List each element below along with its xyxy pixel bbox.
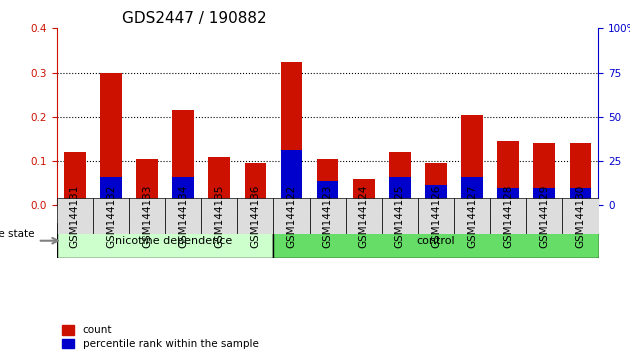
Bar	[280, 62, 302, 205]
FancyBboxPatch shape	[57, 223, 273, 258]
Bar	[534, 188, 555, 205]
Legend: count, percentile rank within the sample: count, percentile rank within the sample	[62, 325, 259, 349]
Bar	[425, 163, 447, 205]
Bar	[389, 177, 411, 205]
Bar	[353, 179, 375, 205]
Bar	[209, 156, 230, 205]
FancyBboxPatch shape	[93, 198, 129, 234]
Bar	[64, 152, 86, 205]
Text: GSM144122: GSM144122	[287, 184, 297, 248]
FancyBboxPatch shape	[526, 198, 563, 234]
Text: GSM144133: GSM144133	[142, 184, 152, 248]
FancyBboxPatch shape	[454, 198, 490, 234]
FancyBboxPatch shape	[309, 198, 346, 234]
Bar	[317, 159, 338, 205]
FancyBboxPatch shape	[563, 198, 598, 234]
Text: GSM144123: GSM144123	[323, 184, 333, 248]
Bar	[389, 152, 411, 205]
Text: GSM144131: GSM144131	[70, 184, 80, 248]
FancyBboxPatch shape	[165, 198, 201, 234]
Text: GSM144129: GSM144129	[539, 184, 549, 248]
FancyBboxPatch shape	[490, 198, 526, 234]
Bar	[100, 73, 122, 205]
Bar	[497, 188, 519, 205]
Text: GSM144132: GSM144132	[106, 184, 116, 248]
Bar	[497, 141, 519, 205]
Bar	[353, 199, 375, 205]
Text: GSM144125: GSM144125	[395, 184, 405, 248]
FancyBboxPatch shape	[238, 198, 273, 234]
Bar	[100, 177, 122, 205]
Text: GSM144127: GSM144127	[467, 184, 477, 248]
Bar	[244, 199, 266, 205]
Bar	[461, 177, 483, 205]
Text: GSM144126: GSM144126	[431, 184, 441, 248]
Bar	[136, 199, 158, 205]
Bar	[280, 150, 302, 205]
Text: GDS2447 / 190882: GDS2447 / 190882	[122, 11, 266, 26]
FancyBboxPatch shape	[129, 198, 165, 234]
FancyBboxPatch shape	[273, 223, 598, 258]
Bar	[172, 110, 194, 205]
Bar	[570, 188, 592, 205]
Text: GSM144134: GSM144134	[178, 184, 188, 248]
Bar	[244, 163, 266, 205]
Bar	[425, 185, 447, 205]
Bar	[172, 177, 194, 205]
FancyBboxPatch shape	[346, 198, 382, 234]
FancyBboxPatch shape	[201, 198, 238, 234]
Text: disease state: disease state	[0, 229, 35, 239]
FancyBboxPatch shape	[418, 198, 454, 234]
Text: control: control	[416, 236, 455, 246]
Bar	[461, 115, 483, 205]
Text: GSM144124: GSM144124	[358, 184, 369, 248]
Bar	[209, 199, 230, 205]
Bar	[534, 143, 555, 205]
Bar	[317, 181, 338, 205]
Text: GSM144135: GSM144135	[214, 184, 224, 248]
Bar	[136, 159, 158, 205]
Bar	[64, 199, 86, 205]
Bar	[570, 143, 592, 205]
Text: GSM144136: GSM144136	[250, 184, 260, 248]
Text: GSM144128: GSM144128	[503, 184, 513, 248]
FancyBboxPatch shape	[57, 198, 93, 234]
Text: nicotine dependence: nicotine dependence	[115, 236, 232, 246]
Text: GSM144130: GSM144130	[575, 184, 585, 247]
FancyBboxPatch shape	[273, 198, 309, 234]
FancyBboxPatch shape	[382, 198, 418, 234]
